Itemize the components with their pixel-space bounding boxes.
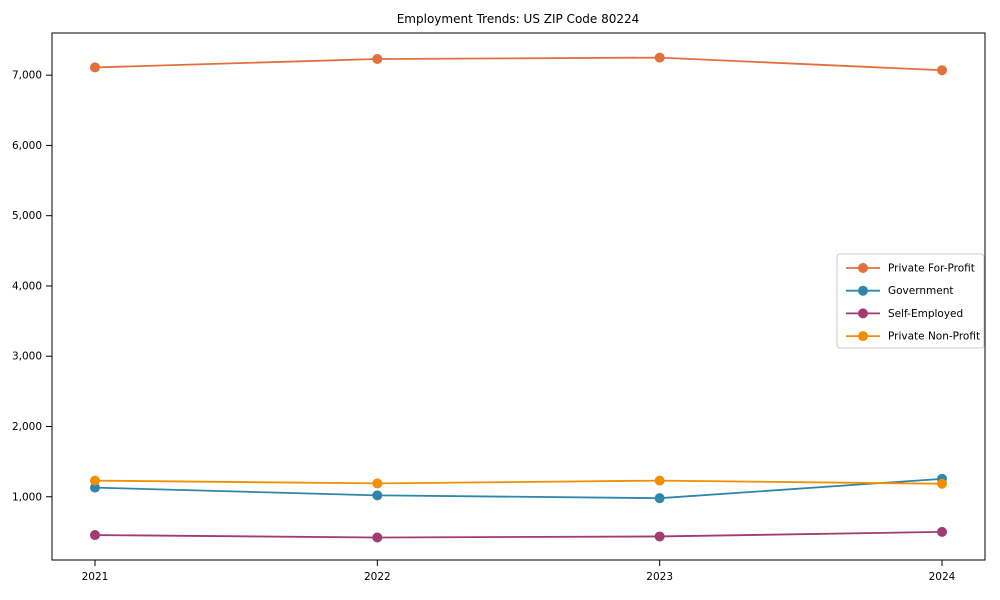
legend-item-private-non-profit: Private Non-Profit [846, 331, 980, 343]
series-marker-private-for-profit [90, 62, 100, 73]
y-axis-tick-label: 5,000 [12, 210, 42, 222]
legend-marker-icon [858, 263, 868, 273]
chart-title: Employment Trends: US ZIP Code 80224 [397, 12, 640, 26]
series-marker-government [90, 482, 100, 493]
legend-marker-icon [858, 285, 868, 296]
legend-item-government: Government [846, 285, 953, 297]
series-private-non-profit [90, 475, 947, 489]
series-marker-private-non-profit [654, 475, 665, 486]
y-axis-tick-label: 1,000 [12, 491, 42, 503]
legend-item-private-for-profit: Private For-Profit [846, 263, 975, 275]
series-marker-government [654, 493, 665, 504]
y-axis: 1,000 2,000 3,000 4,000 5,000 6,000 7,000 [12, 70, 52, 503]
legend-label: Private For-Profit [888, 263, 975, 275]
y-axis-tick-label: 4,000 [12, 280, 42, 292]
x-axis-tick-label: 2024 [929, 571, 956, 583]
legend-box [836, 253, 985, 349]
legend: Private For-Profit Government Self-Employe… [836, 253, 985, 349]
legend-marker-icon [858, 331, 868, 342]
series-marker-private-for-profit [372, 53, 383, 64]
series-line-government [94, 477, 943, 500]
series-line-self-employed [94, 530, 943, 539]
legend-label: Government [888, 285, 953, 297]
legend-marker-icon [858, 308, 868, 319]
y-axis-tick-label: 2,000 [12, 421, 42, 433]
series-marker-private-for-profit [654, 52, 665, 63]
series-marker-private-non-profit [372, 478, 383, 489]
y-axis-tick-label: 6,000 [12, 140, 42, 152]
series-marker-self-employed [654, 531, 665, 542]
series-marker-self-employed [90, 530, 100, 541]
series-marker-self-employed [937, 526, 947, 537]
series-private-for-profit [90, 52, 947, 76]
series-self-employed [90, 526, 947, 543]
y-axis-tick-label: 7,000 [12, 70, 42, 82]
plot-area [51, 32, 986, 561]
series-marker-private-non-profit [937, 478, 947, 489]
series-marker-private-for-profit [937, 65, 947, 76]
series-line-private-non-profit [94, 479, 943, 485]
x-axis-tick-label: 2023 [646, 571, 673, 583]
series-marker-government [372, 490, 383, 501]
x-axis-tick-label: 2022 [364, 571, 391, 583]
legend-label: Private Non-Profit [888, 331, 980, 343]
legend-label: Self-Employed [888, 308, 963, 320]
y-axis-tick-label: 3,000 [12, 351, 42, 363]
series-marker-private-non-profit [90, 475, 100, 486]
series-marker-self-employed [372, 532, 383, 543]
x-axis: 2021 2022 2023 2024 [82, 560, 956, 583]
x-axis-tick-label: 2021 [82, 571, 109, 583]
legend-item-self-employed: Self-Employed [846, 308, 963, 320]
series-line-private-for-profit [94, 56, 943, 72]
